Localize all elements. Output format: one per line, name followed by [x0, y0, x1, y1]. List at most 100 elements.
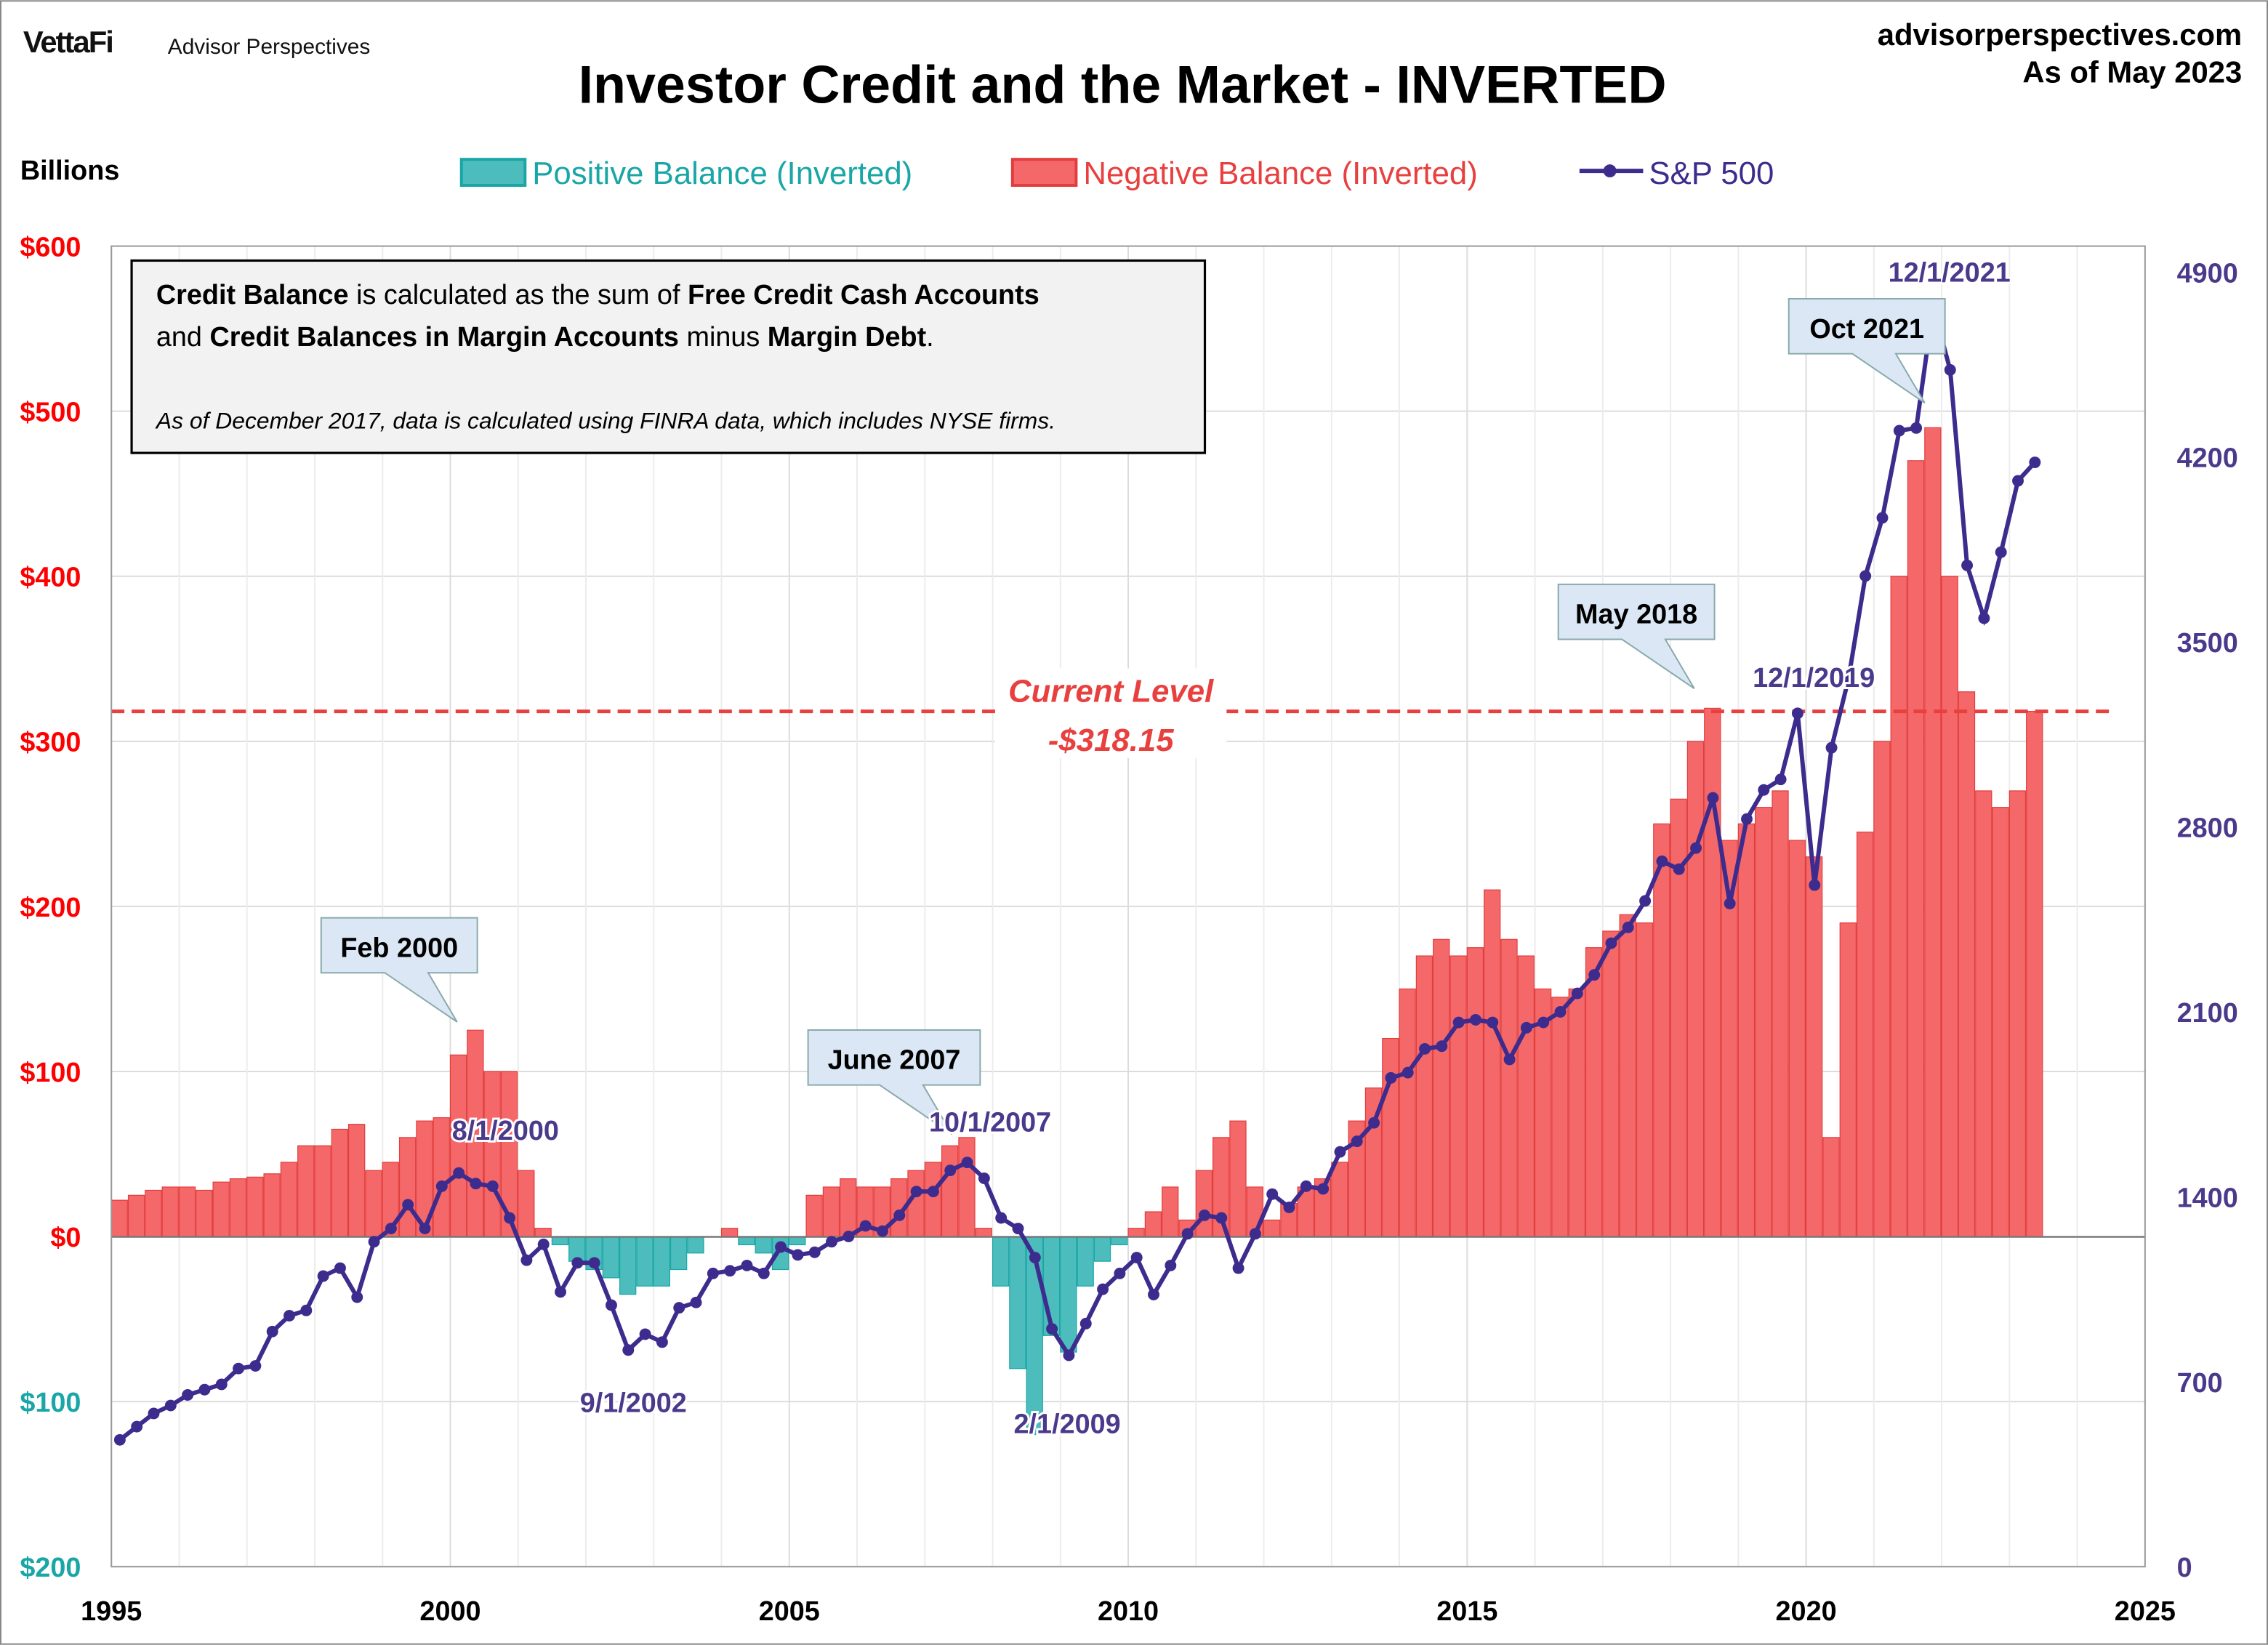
sp500-point	[537, 1238, 550, 1250]
bar-negative-balance	[1415, 955, 1433, 1237]
sp500-point	[1402, 1066, 1414, 1079]
sp500-point	[1046, 1323, 1058, 1335]
sp500-point	[419, 1223, 431, 1235]
right-axis-tick-label: 0	[2177, 1553, 2192, 1583]
sp500-point	[927, 1186, 939, 1198]
sp500-point	[1673, 863, 1685, 875]
sp500-point	[757, 1267, 770, 1279]
bar-negative-balance	[958, 1137, 976, 1237]
sp500-point	[1012, 1223, 1024, 1235]
left-axis-tick-label: $0	[50, 1223, 81, 1253]
bar-negative-balance	[145, 1189, 162, 1237]
bar-positive-balance	[669, 1236, 688, 1271]
sp500-point	[622, 1344, 635, 1356]
bar-negative-balance	[1619, 914, 1636, 1237]
sp500-point	[1876, 512, 1889, 524]
bar-positive-balance	[636, 1236, 654, 1287]
bar-negative-balance	[1636, 922, 1654, 1237]
sp500-point	[182, 1389, 194, 1401]
bar-negative-balance	[1382, 1037, 1399, 1237]
note-line-2: and Credit Balances in Margin Accounts m…	[156, 322, 934, 353]
legend-negative-label: Negative Balance (Inverted)	[1083, 156, 1477, 191]
right-axis-tick-label: 2800	[2177, 813, 2238, 844]
sp500-point	[1029, 1252, 1041, 1263]
bar-negative-balance	[720, 1228, 739, 1237]
bar-negative-balance	[483, 1071, 501, 1237]
bar-negative-balance	[196, 1189, 213, 1237]
date-label: 2/1/2009	[1014, 1409, 1121, 1440]
bar-negative-balance	[1500, 938, 1518, 1237]
sp500-point	[775, 1241, 787, 1253]
sp500-point	[402, 1199, 414, 1211]
bar-negative-balance	[500, 1071, 518, 1237]
sp500-point	[1741, 813, 1753, 825]
bar-negative-balance	[1924, 427, 1942, 1237]
x-axis-tick-label: 2000	[419, 1596, 480, 1627]
bar-negative-balance	[1331, 1162, 1348, 1237]
bar-negative-balance	[1941, 576, 1958, 1237]
bar-positive-balance	[1111, 1236, 1128, 1246]
sp500-point	[808, 1246, 821, 1258]
bar-negative-balance	[1263, 1219, 1281, 1237]
bar-negative-balance	[840, 1178, 857, 1237]
x-axis-tick-label: 2005	[759, 1596, 820, 1627]
sp500-point	[571, 1257, 584, 1269]
bar-negative-balance	[1772, 790, 1789, 1237]
date-label: 8/1/2000	[452, 1116, 559, 1146]
bar-negative-balance	[1958, 691, 1976, 1237]
sp500-point	[1079, 1317, 1092, 1330]
bar-negative-balance	[1551, 997, 1569, 1237]
bar-negative-balance	[1229, 1120, 1247, 1237]
x-axis-tick-label: 2025	[2115, 1596, 2176, 1627]
sp500-point	[198, 1383, 211, 1396]
date-label: 12/1/2021	[1889, 257, 2011, 288]
sp500-point	[1605, 937, 1617, 949]
bar-negative-balance	[1839, 922, 1857, 1237]
x-axis-tick-label: 2010	[1098, 1596, 1159, 1627]
sp500-point	[1724, 898, 1736, 909]
bar-negative-balance	[1992, 807, 2009, 1237]
bar-positive-balance	[1060, 1236, 1077, 1353]
sp500-point	[1368, 1117, 1380, 1129]
right-axis-tick-label: 3500	[2177, 628, 2238, 659]
sp500-point	[453, 1167, 465, 1179]
sp500-point	[1520, 1021, 1532, 1034]
note-line-1: Credit Balance is calculated as the sum …	[156, 280, 1040, 310]
sp500-point	[351, 1291, 363, 1303]
bar-negative-balance	[178, 1186, 196, 1237]
x-axis-tick-label: 2020	[1776, 1596, 1837, 1627]
sp500-point	[1774, 773, 1787, 786]
note-line-3: As of December 2017, data is calculated …	[155, 407, 1055, 433]
sp500-point	[1114, 1267, 1126, 1279]
bar-negative-balance	[348, 1124, 366, 1237]
bar-negative-balance	[1399, 988, 1416, 1237]
sp500-point	[1825, 741, 1838, 754]
bar-positive-balance	[1009, 1236, 1026, 1370]
bar-negative-balance	[263, 1173, 281, 1237]
bar-negative-balance	[1907, 460, 1925, 1237]
sp500-point	[944, 1165, 957, 1177]
left-unit-label: Billions	[20, 156, 120, 186]
sp500-point	[1707, 792, 1719, 804]
callout-label: Oct 2021	[1809, 314, 1924, 345]
bar-negative-balance	[1805, 856, 1823, 1237]
bar-negative-balance	[1704, 707, 1721, 1237]
bar-negative-balance	[1788, 840, 1806, 1237]
sp500-point	[1266, 1188, 1279, 1200]
date-label: 10/1/2007	[929, 1107, 1051, 1138]
bar-positive-balance	[755, 1236, 772, 1254]
sp500-point	[1639, 895, 1652, 907]
sp500-point	[470, 1178, 482, 1190]
bar-negative-balance	[246, 1176, 264, 1237]
bar-negative-balance	[822, 1186, 840, 1237]
callout-box	[320, 917, 478, 1023]
left-axis-tick-label: $600	[20, 232, 81, 262]
bar-negative-balance	[1755, 807, 1772, 1237]
callout-box	[1557, 583, 1716, 689]
sp500-point	[1249, 1228, 1261, 1240]
legend-sp500-label: S&P 500	[1649, 156, 1774, 191]
bar-negative-balance	[161, 1186, 179, 1237]
bar-positive-balance	[687, 1236, 704, 1254]
